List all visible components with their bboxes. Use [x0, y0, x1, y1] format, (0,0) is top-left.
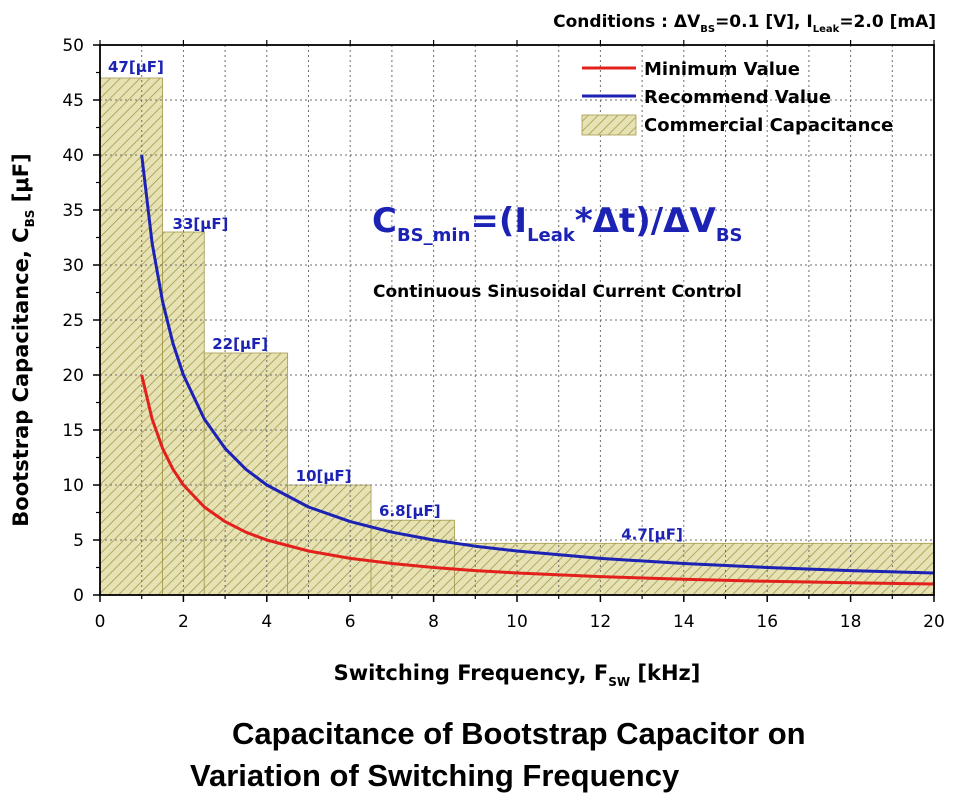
x-tick-label: 10 — [506, 612, 528, 632]
x-tick-label: 8 — [428, 612, 439, 632]
step-label: 47[μF] — [108, 58, 164, 76]
commercial-step-bar — [99, 77, 163, 596]
commercial-step-bar — [162, 231, 205, 596]
legend: Minimum Value Recommend Value Commercial… — [581, 59, 893, 136]
series-lines — [140, 154, 934, 586]
y-tick-label: 5 — [73, 531, 84, 551]
legend-label-commercial: Commercial Capacitance — [644, 115, 893, 136]
x-axis-label: Switching Frequency, FSW [kHz] — [334, 661, 701, 689]
step-label: 4.7[μF] — [621, 525, 683, 543]
x-tick-label: 6 — [345, 612, 356, 632]
x-tick-label: 4 — [261, 612, 272, 632]
grid — [100, 45, 934, 595]
step-labels: 47[μF] 33[μF] 22[μF] 10[μF] 6.8[μF] 4.7[μF] — [108, 58, 683, 543]
x-tick-label: 0 — [95, 612, 106, 632]
y-axis-label: Bootstrap Capacitance, CBS [μF] — [9, 153, 37, 526]
legend-swatch-commercial — [581, 114, 637, 136]
legend-label-recommend: Recommend Value — [644, 87, 831, 108]
x-tick-label: 20 — [923, 612, 945, 632]
y-tick-label: 10 — [62, 476, 84, 496]
x-tick-label: 14 — [673, 612, 695, 632]
y-tick-label: 20 — [62, 366, 84, 386]
annotation-text: Continuous Sinusoidal Current Control — [373, 282, 742, 302]
y-tick-label: 50 — [62, 36, 84, 56]
x-tick-label: 18 — [840, 612, 862, 632]
caption-line-1: Capacitance of Bootstrap Capacitor on — [232, 716, 806, 751]
step-label: 6.8[μF] — [379, 502, 441, 520]
caption-line-2: Variation of Switching Frequency — [190, 758, 680, 793]
step-label: 33[μF] — [173, 215, 229, 233]
step-label: 22[μF] — [212, 335, 268, 353]
y-tick-label: 35 — [62, 201, 84, 221]
axis-ticks: 0 2 4 6 8 10 12 14 16 18 20 0 5 10 15 20 25 30 35 40 45 50 — [62, 36, 944, 632]
legend-label-minimum: Minimum Value — [644, 59, 800, 80]
y-tick-label: 45 — [62, 91, 84, 111]
step-label: 10[μF] — [296, 467, 352, 485]
y-tick-label: 30 — [62, 256, 84, 276]
formula: CBS_min=(ILeak*Δt)/ΔVBS — [372, 201, 743, 246]
y-tick-label: 25 — [62, 311, 84, 331]
series-line-minimum — [140, 374, 934, 586]
conditions-text: Conditions : ΔVBS=0.1 [V], ILeak=2.0 [mA… — [553, 12, 936, 35]
figure-caption: Capacitance of Bootstrap Capacitor on Va… — [0, 708, 959, 809]
commercial-step-bar — [203, 352, 289, 596]
y-tick-label: 40 — [62, 146, 84, 166]
chart: 0 2 4 6 8 10 12 14 16 18 20 0 5 10 15 20 25 30 35 40 45 50 47… — [9, 12, 945, 689]
commercial-step-bar — [370, 519, 455, 596]
x-tick-label: 16 — [756, 612, 778, 632]
y-tick-label: 0 — [73, 586, 84, 606]
x-tick-label: 2 — [178, 612, 189, 632]
series-line-recommend — [140, 154, 934, 575]
x-tick-label: 12 — [590, 612, 612, 632]
y-tick-label: 15 — [62, 421, 84, 441]
